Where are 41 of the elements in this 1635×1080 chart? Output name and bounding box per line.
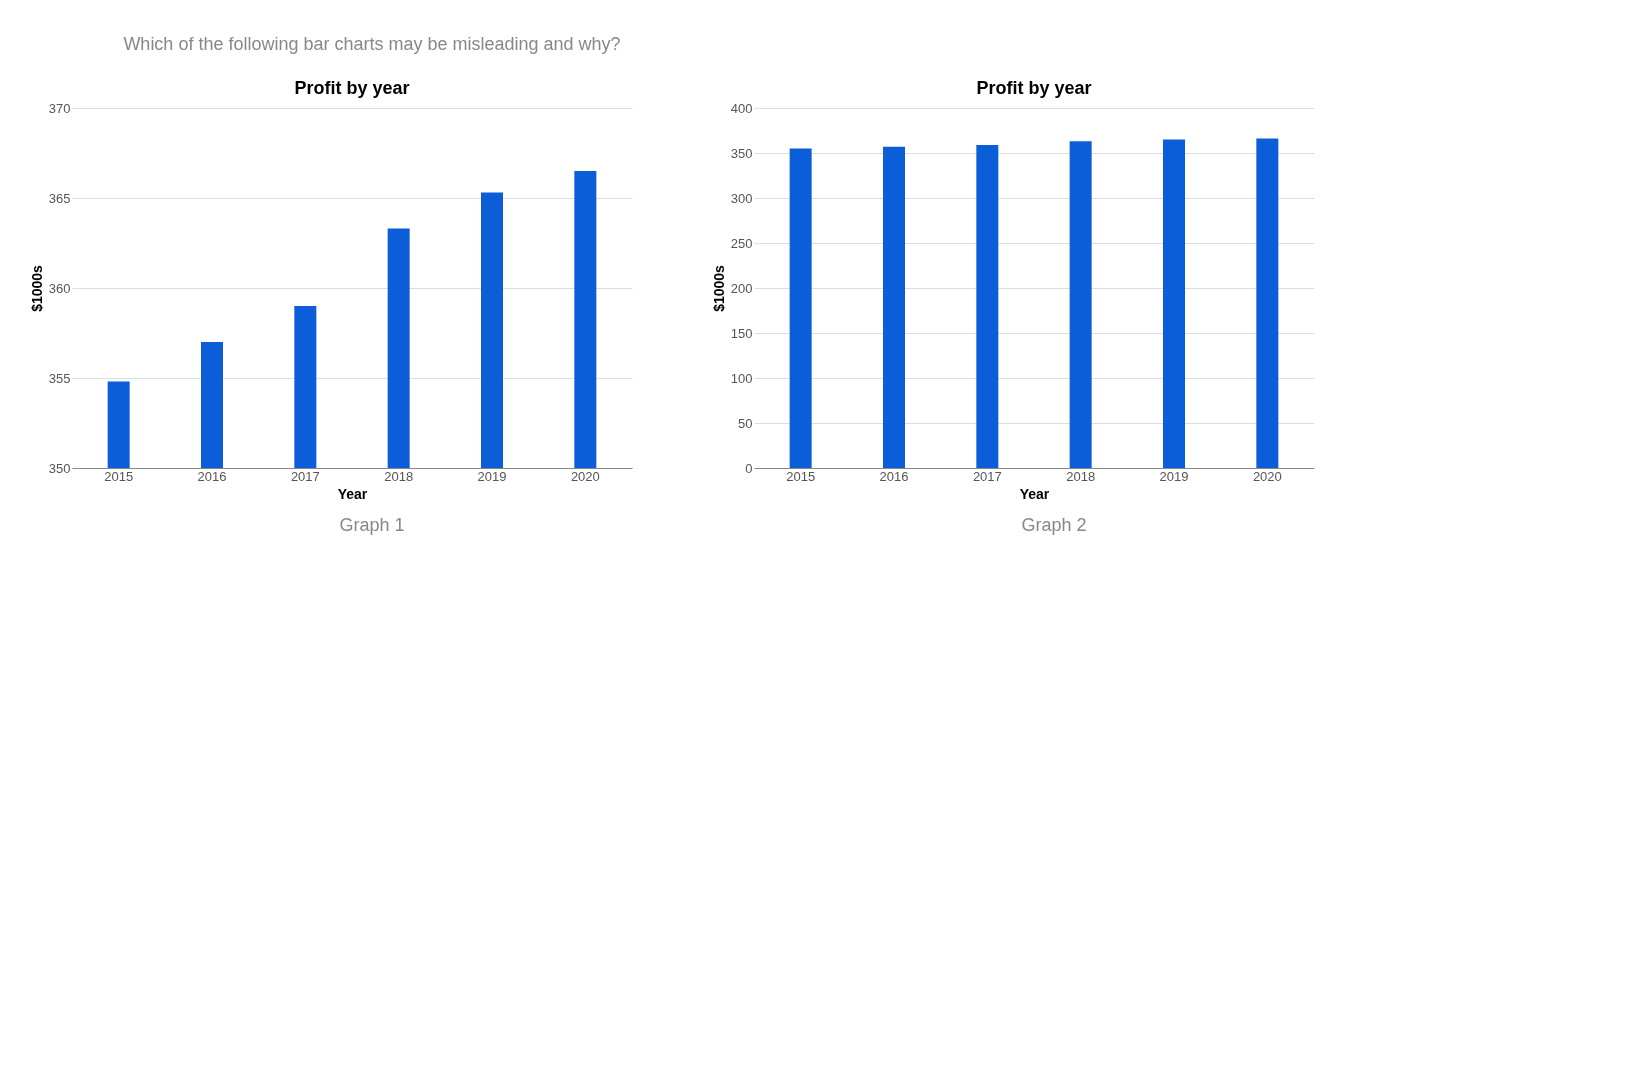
y-tick-label: 360 [48,280,71,296]
x-axis-title: Year [337,485,368,502]
y-tick-label: 355 [48,370,71,386]
y-axis-title: $1000s [28,264,45,312]
y-tick-label: 350 [48,460,71,476]
x-tick-label: 2018 [384,468,414,484]
x-tick-label: 2020 [1252,468,1282,484]
bar [1163,139,1185,468]
bar [1256,138,1279,468]
y-tick-label: 300 [730,190,753,206]
text: Which of the following bar charts may be misleading and why? [123,34,621,54]
y-tick-label: 50 [738,415,753,431]
x-tick-label: 2020 [570,468,600,484]
y-tick-label: 370 [48,100,71,116]
x-tick-label: 2019 [477,468,507,484]
bar [1069,141,1092,468]
x-axis-title: Year [1019,485,1050,502]
x-tick-label: 2015 [786,468,816,484]
y-tick-label: 365 [48,190,71,206]
x-tick-label: 2015 [104,468,134,484]
x-tick-label: 2018 [1066,468,1096,484]
y-tick-label: 350 [730,145,753,161]
y-tick-label: 200 [730,280,753,296]
y-tick-label: 250 [730,235,753,251]
x-tick-label: 2017 [972,468,1002,484]
x-tick-label: 2019 [1159,468,1189,484]
y-tick-label: 100 [730,370,753,386]
caption: Graph 1 [339,515,405,535]
y-tick-label: 0 [745,460,753,476]
y-tick-label: 400 [730,100,753,116]
x-tick-label: 2017 [290,468,320,484]
chart-title: Profit by year [294,78,410,98]
bar [789,148,812,468]
y-axis-title: $1000s [710,264,727,312]
x-tick-label: 2016 [879,468,909,484]
caption: Graph 2 [1021,515,1087,535]
bar [976,144,999,468]
bar [883,146,905,468]
y-tick-label: 150 [730,325,753,341]
chart-title: Profit by year [976,78,1092,98]
x-tick-label: 2016 [197,468,227,484]
